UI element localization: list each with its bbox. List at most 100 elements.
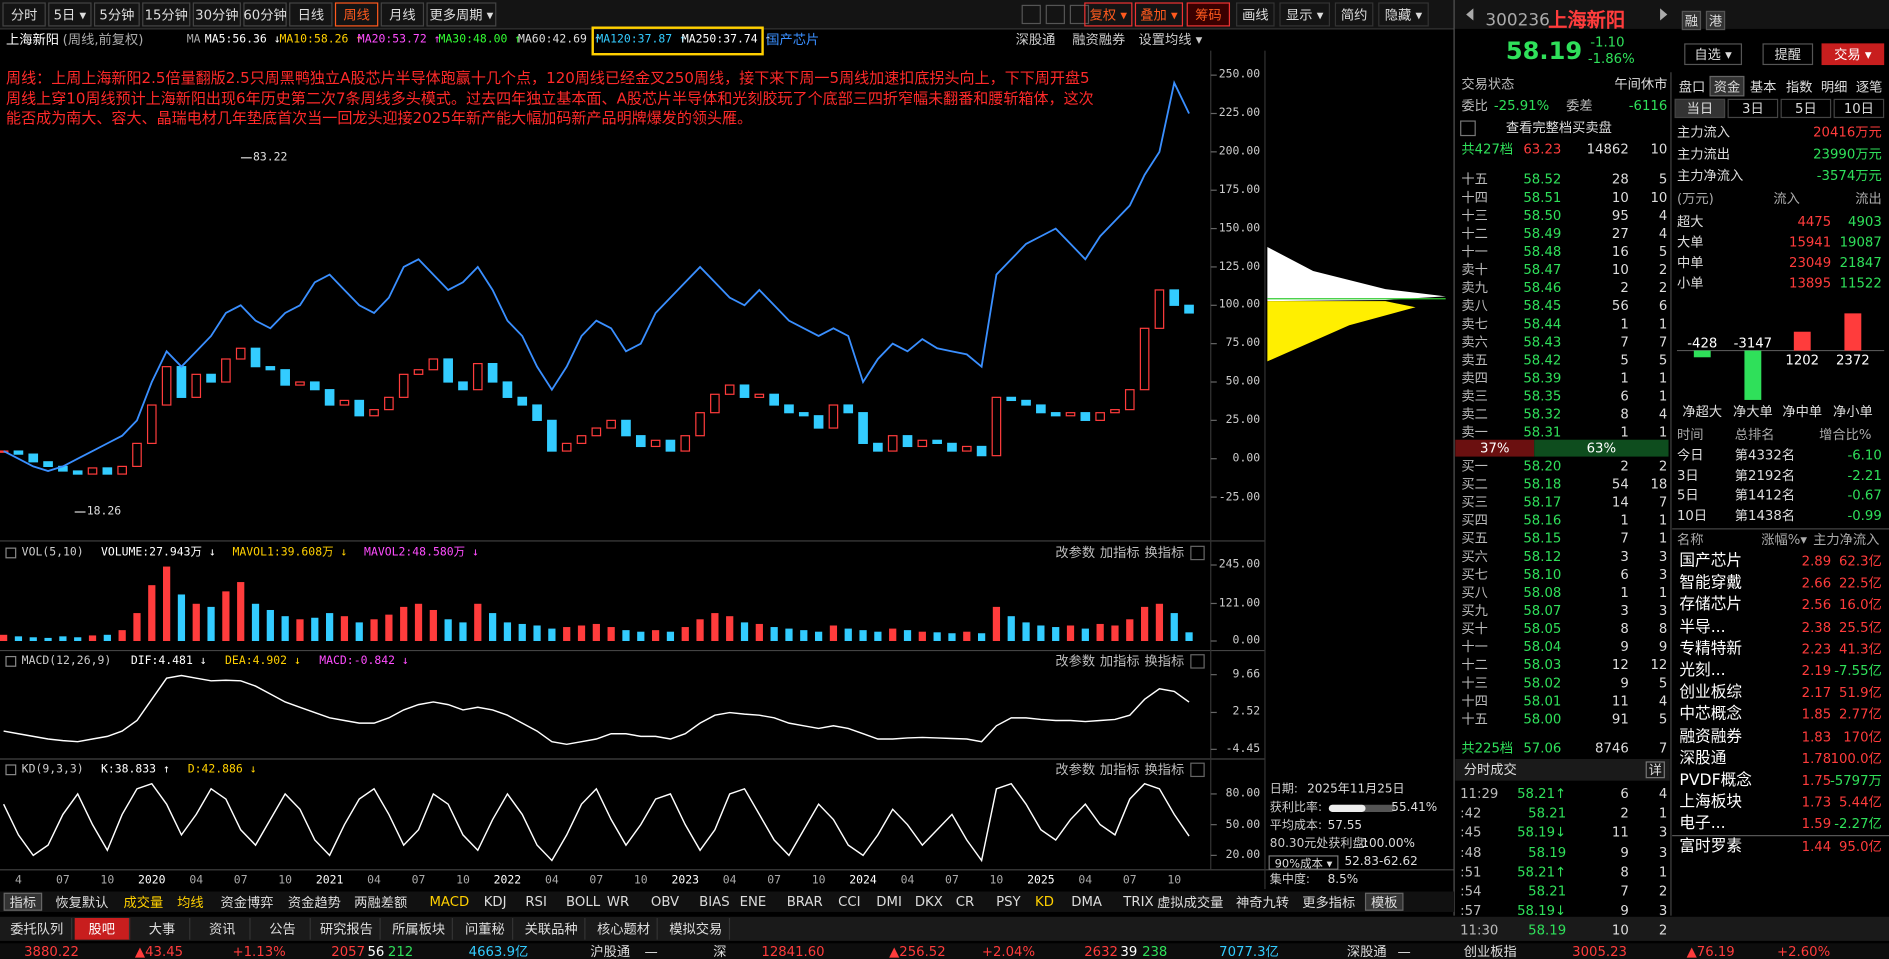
bottom-tab[interactable]: 关联品种: [518, 917, 586, 940]
fund-tab[interactable]: 基本: [1749, 78, 1777, 95]
indicator-tab[interactable]: RSI: [525, 893, 547, 910]
indicator-tab[interactable]: BOLL: [566, 893, 601, 910]
indicator-tab[interactable]: BIAS: [699, 893, 730, 910]
tool-icon[interactable]: [1021, 4, 1041, 25]
bottom-tab[interactable]: 股吧: [74, 917, 131, 940]
period-tab[interactable]: 周线: [334, 2, 379, 27]
help-icon[interactable]: [1460, 120, 1476, 137]
sector-name[interactable]: PVDF概念: [1679, 771, 1752, 790]
stock-tag[interactable]: 港: [1705, 10, 1726, 31]
indicator-tab[interactable]: 资金博弈: [220, 894, 274, 911]
sector-name[interactable]: 专精特新: [1679, 640, 1743, 659]
indicator-tab[interactable]: 资金趋势: [287, 894, 341, 911]
indicator-tab[interactable]: BRAR: [786, 893, 823, 910]
chart-link[interactable]: 深股通: [1015, 31, 1056, 48]
indicator-tab[interactable]: 模板: [1364, 892, 1404, 911]
indicator-tab[interactable]: KDJ: [483, 893, 507, 910]
indicator-tab[interactable]: PSY: [996, 893, 1021, 910]
fund-tab[interactable]: 资金: [1709, 75, 1745, 97]
tool-button[interactable]: 隐藏 ▾: [1378, 2, 1429, 27]
period-tab[interactable]: 当日: [1674, 98, 1726, 119]
stock-tag[interactable]: 融: [1681, 10, 1702, 31]
panel-button[interactable]: 加指标: [1099, 653, 1140, 670]
indicator-tab[interactable]: TRIX: [1123, 893, 1154, 910]
fund-tab[interactable]: 盘口: [1678, 78, 1706, 95]
period-tab[interactable]: 月线: [380, 2, 425, 27]
sector-name[interactable]: 创业板综: [1679, 683, 1743, 702]
panel-button[interactable]: 改参数: [1055, 761, 1096, 778]
bottom-tab[interactable]: 委托队列: [2, 917, 73, 940]
watchlist-button[interactable]: 自选 ▾: [1684, 43, 1743, 66]
indicator-tab[interactable]: CR: [955, 893, 975, 910]
bottom-tab[interactable]: 公告: [255, 917, 311, 940]
full-book-link[interactable]: 查看完整档买卖盘: [1505, 119, 1612, 136]
detail-button[interactable]: 详: [1645, 761, 1665, 779]
tool-button[interactable]: 画线: [1236, 2, 1275, 27]
panel-button[interactable]: 换指标: [1144, 545, 1185, 561]
tool-button[interactable]: 显示 ▾: [1279, 2, 1331, 27]
panel-close[interactable]: [1190, 545, 1205, 561]
period-tab[interactable]: 60分钟: [243, 2, 287, 27]
indicator-tab[interactable]: CCI: [838, 893, 861, 910]
bottom-tab[interactable]: 研究报告: [313, 917, 381, 940]
indicator-tab[interactable]: 神奇九转: [1236, 894, 1290, 911]
fund-tab[interactable]: 指数: [1785, 78, 1813, 95]
indicator-tab[interactable]: 恢复默认: [55, 894, 109, 911]
sector-name[interactable]: 富时罗素: [1679, 837, 1743, 856]
trade-button[interactable]: 交易 ▾: [1821, 43, 1885, 66]
period-tab[interactable]: 10日: [1833, 98, 1885, 119]
panel-close[interactable]: [1190, 654, 1205, 669]
period-tab[interactable]: 15分钟: [142, 2, 191, 27]
indicator-tab[interactable]: 虚拟成交量: [1157, 894, 1224, 911]
sector-name[interactable]: 国产芯片: [1679, 552, 1743, 571]
period-tab[interactable]: 30分钟: [192, 2, 241, 27]
panel-button[interactable]: 换指标: [1144, 761, 1185, 778]
bottom-tab[interactable]: 大事: [135, 917, 191, 940]
sector-name[interactable]: 电子...: [1679, 815, 1726, 834]
tool-button[interactable]: 简约: [1334, 2, 1374, 27]
indicator-tab[interactable]: ENE: [739, 893, 767, 910]
panel-button[interactable]: 改参数: [1055, 545, 1096, 561]
cost-select[interactable]: 90%成本 ▾: [1268, 855, 1339, 871]
sector-name[interactable]: 中芯概念: [1679, 705, 1743, 724]
indicator-tab[interactable]: 成交量: [123, 894, 164, 911]
indicator-tab[interactable]: MACD: [429, 893, 470, 910]
panel-close[interactable]: [1190, 762, 1205, 778]
period-tab[interactable]: 5日: [1780, 98, 1832, 119]
period-tab[interactable]: 分时: [2, 2, 46, 27]
alert-button[interactable]: 提醒: [1762, 43, 1814, 66]
indicator-tab[interactable]: 均线: [177, 894, 204, 911]
bottom-tab[interactable]: 核心题材: [590, 917, 658, 940]
indicator-tab[interactable]: DMI: [876, 893, 902, 910]
period-tab[interactable]: 5日 ▾: [48, 2, 92, 27]
period-tab[interactable]: 日线: [289, 2, 333, 27]
indicator-tab[interactable]: DKX: [914, 893, 943, 910]
bottom-tab[interactable]: 问董秘: [458, 917, 514, 940]
period-tab[interactable]: 3日: [1727, 98, 1779, 119]
tool-icon[interactable]: [1069, 4, 1090, 25]
period-tab[interactable]: 5分钟: [93, 2, 140, 27]
fund-tab[interactable]: 逐笔: [1855, 78, 1883, 95]
indicator-tab[interactable]: DMA: [1071, 893, 1103, 910]
sector-name[interactable]: 光刻...: [1679, 661, 1726, 681]
panel-button[interactable]: 加指标: [1099, 761, 1140, 778]
prev-icon[interactable]: [1466, 8, 1474, 21]
chart-link[interactable]: 设置均线 ▾: [1138, 31, 1203, 48]
indicator-tab[interactable]: 指标: [3, 892, 43, 911]
next-icon[interactable]: [1660, 8, 1668, 21]
sector-name[interactable]: 智能穿戴: [1679, 574, 1743, 593]
tool-button[interactable]: 复权 ▾: [1084, 2, 1133, 27]
sector-name[interactable]: 深股通: [1679, 749, 1727, 768]
tool-button[interactable]: 叠加 ▾: [1134, 2, 1184, 27]
period-tab[interactable]: 更多周期 ▾: [426, 2, 497, 27]
indicator-tab[interactable]: 两融差额: [354, 894, 408, 911]
indicator-tab[interactable]: WR: [606, 893, 630, 910]
sector-name[interactable]: 融资融券: [1679, 727, 1743, 746]
tool-icon[interactable]: [1045, 4, 1065, 25]
fund-tab[interactable]: 明细: [1820, 78, 1848, 95]
indicator-tab[interactable]: 更多指标: [1302, 894, 1356, 911]
panel-button[interactable]: 加指标: [1099, 545, 1140, 561]
sector-name[interactable]: 上海板块: [1679, 793, 1743, 812]
bottom-tab[interactable]: 模拟交易: [663, 917, 731, 940]
indicator-tab[interactable]: KD: [1035, 893, 1054, 910]
